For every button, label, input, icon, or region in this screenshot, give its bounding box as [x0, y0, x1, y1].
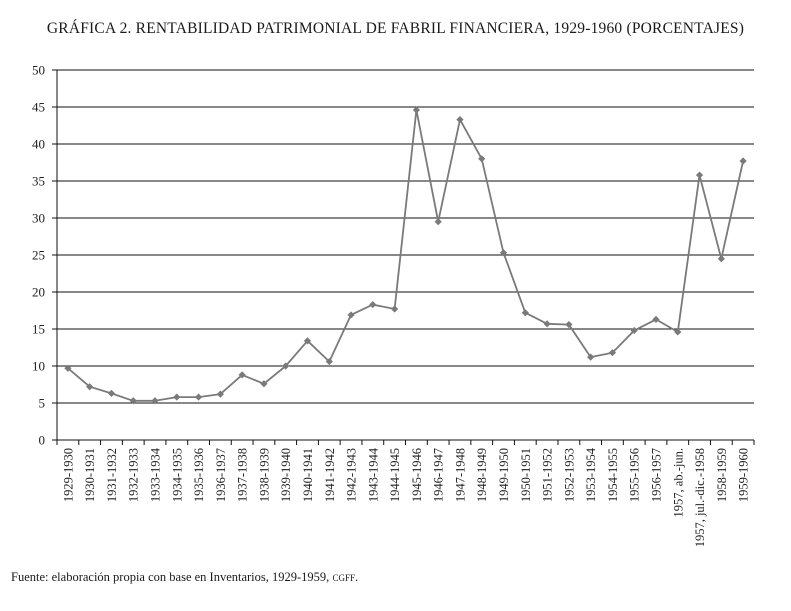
data-point	[238, 371, 246, 379]
x-tick-label: 1947-1948	[453, 448, 467, 502]
x-tick-label: 1937-1938	[236, 448, 250, 502]
x-tick-label: 1945-1946	[410, 448, 424, 502]
x-tick-label: 1940-1941	[301, 448, 315, 502]
data-point	[412, 106, 420, 114]
data-point	[64, 364, 72, 372]
data-point	[652, 315, 660, 323]
data-point	[260, 380, 268, 388]
data-point	[499, 249, 508, 257]
y-tick-label: 15	[32, 322, 45, 337]
data-point	[216, 390, 224, 398]
data-point	[173, 393, 181, 401]
x-tick-label: 1953-1954	[584, 447, 598, 502]
data-point	[456, 115, 464, 124]
y-tick-label: 50	[32, 63, 45, 78]
x-tick-label: 1941-1942	[323, 448, 337, 502]
x-tick-label: 1959-1960	[737, 448, 751, 502]
x-tick-label: 1954-1955	[606, 448, 620, 502]
x-tick-label: 1955-1956	[628, 448, 642, 502]
x-tick-label: 1935-1936	[192, 448, 206, 502]
source-text: Fuente: elaboración propia con base en I…	[11, 570, 330, 584]
y-tick-label: 0	[39, 433, 46, 448]
x-tick-label: 1946-1947	[432, 448, 446, 502]
data-point	[325, 357, 333, 366]
data-point	[521, 309, 529, 317]
x-tick-label: 1932-1933	[127, 448, 141, 502]
y-tick-label: 25	[32, 248, 45, 263]
data-point	[674, 328, 682, 336]
data-point	[478, 155, 486, 163]
data-point	[695, 171, 704, 179]
x-tick-label: 1936-1937	[214, 448, 228, 502]
x-tick-label: 1939-1940	[279, 448, 293, 502]
data-point	[129, 397, 137, 405]
data-point	[434, 218, 442, 226]
source-org: cgff.	[332, 570, 359, 584]
data-point	[107, 389, 116, 397]
y-tick-label: 10	[32, 359, 45, 374]
data-point	[543, 320, 551, 328]
y-tick-label: 30	[32, 211, 45, 226]
x-tick-label: 1957, ab.-jun.	[671, 448, 685, 517]
y-tick-label: 20	[32, 285, 45, 300]
data-point	[587, 353, 595, 361]
x-tick-label: 1944-1945	[388, 448, 402, 502]
data-point	[347, 311, 355, 319]
x-tick-label: 1931-1932	[105, 448, 119, 502]
data-point	[194, 393, 203, 401]
series-rentabilidad	[64, 106, 747, 405]
y-tick-label: 40	[32, 137, 45, 152]
x-tick-label: 1934-1935	[170, 448, 184, 502]
y-axis: 0 5 10 15 20 25 30 35 40 45 50	[32, 63, 58, 448]
x-tick-label: 1943-1944	[366, 447, 380, 502]
data-point	[303, 337, 312, 345]
x-tick-label: 1949-1950	[497, 448, 511, 502]
x-tick-label: 1929-1930	[61, 448, 75, 502]
x-tick-label: 1948-1949	[475, 448, 489, 502]
x-tick-label: 1942-1943	[345, 448, 359, 502]
data-point	[608, 349, 617, 357]
x-tick-label: 1933-1934	[149, 447, 163, 502]
data-point	[717, 255, 725, 263]
x-tick-label: 1952-1953	[562, 448, 576, 502]
series-line	[67, 109, 744, 402]
x-tick-label: 1938-1939	[257, 448, 271, 502]
data-point	[369, 300, 377, 309]
x-tick-label: 1958-1959	[715, 448, 729, 502]
gridlines	[57, 69, 754, 404]
data-point	[151, 397, 159, 405]
x-tick-label: 1956-1957	[649, 448, 663, 502]
x-tick-label: 1930-1931	[83, 448, 97, 502]
data-point	[739, 157, 747, 165]
x-axis: 1929-1930 1930-1931 1931-1932 1932-1933 1933…	[56, 439, 755, 547]
y-tick-label: 45	[32, 100, 45, 115]
data-point	[86, 383, 94, 391]
y-tick-label: 35	[32, 174, 45, 189]
data-point	[391, 305, 399, 313]
x-tick-label: 1957, jul.-dic.-1958	[693, 448, 707, 547]
data-point	[282, 362, 290, 370]
chart-title: GRÁFICA 2. RENTABILIDAD PATRIMONIAL DE F…	[46, 20, 745, 37]
data-point	[565, 320, 573, 329]
x-tick-label: 1951-1952	[541, 448, 555, 502]
source-note: Fuente: elaboración propia con base en I…	[11, 570, 358, 585]
y-tick-label: 5	[39, 396, 46, 411]
x-tick-label: 1950-1951	[519, 448, 533, 502]
data-point	[630, 326, 638, 335]
